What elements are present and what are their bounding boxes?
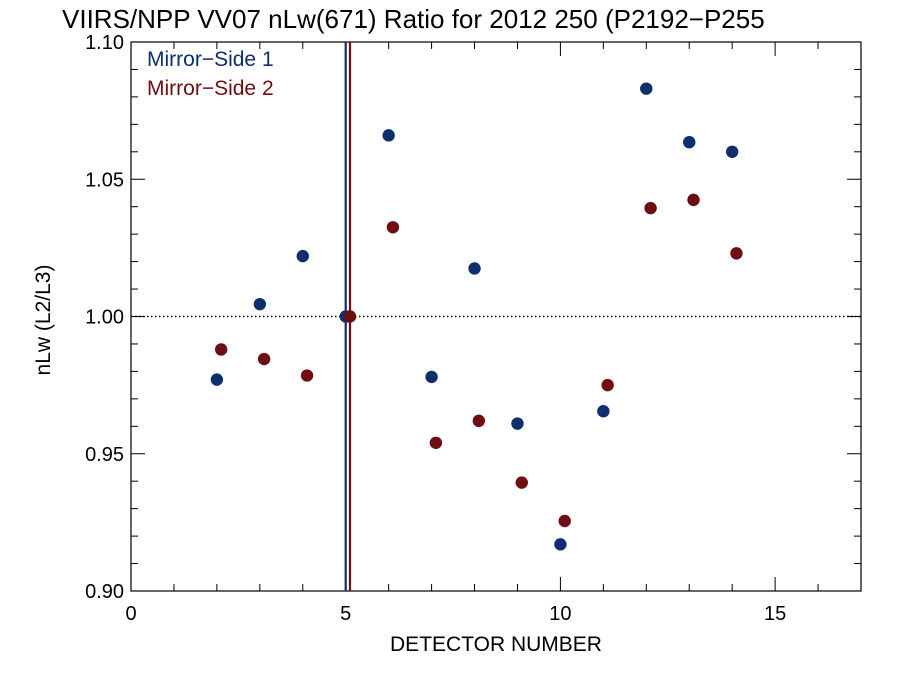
data-point-mirror-side-2 <box>730 247 743 260</box>
data-point-mirror-side-2 <box>472 414 486 428</box>
legend-entry-mirror-side-2: Mirror−Side 2 <box>147 77 274 100</box>
legend-entry-mirror-side-1: Mirror−Side 1 <box>147 48 274 71</box>
data-point-mirror-side-1 <box>725 145 739 158</box>
data-point-mirror-side-1 <box>210 373 224 386</box>
data-point-mirror-side-2 <box>300 369 314 382</box>
y-axis-label: nLw (L2/L3) <box>32 265 55 376</box>
data-point-mirror-side-1 <box>296 249 309 263</box>
data-point-mirror-side-1 <box>382 129 395 142</box>
x-tick-label: 0 <box>125 603 136 625</box>
data-point-mirror-side-2 <box>515 476 528 489</box>
x-tick-label: 15 <box>764 603 786 625</box>
data-point-mirror-side-1 <box>425 370 438 384</box>
data-point-mirror-side-2 <box>687 193 700 207</box>
data-point-mirror-side-2 <box>214 343 228 356</box>
data-point-mirror-side-2 <box>601 378 614 392</box>
y-tick-label: 0.90 <box>85 581 124 603</box>
data-point-mirror-side-1 <box>511 417 524 430</box>
x-tick-label: 10 <box>549 603 571 625</box>
legend: Mirror−Side 1 Mirror−Side 2 <box>147 48 274 100</box>
x-tick-label: 5 <box>340 603 351 625</box>
data-point-mirror-side-2 <box>343 310 357 323</box>
x-axis-label: DETECTOR NUMBER <box>390 633 602 656</box>
y-tick-label: 1.05 <box>85 169 124 191</box>
data-point-mirror-side-2 <box>429 436 443 449</box>
y-tick-label: 1.00 <box>85 307 124 329</box>
data-point-mirror-side-2 <box>644 201 657 215</box>
data-point-mirror-side-1 <box>253 297 267 311</box>
data-point-mirror-side-2 <box>257 352 271 366</box>
plot-axes: 0 5 10 15 0.90 0.95 1.00 1.05 1.10 <box>85 32 862 625</box>
chart-title: VIIRS/NPP VV07 nLw(671) Ratio for 2012 2… <box>62 4 765 34</box>
y-tick-label: 1.10 <box>85 32 124 54</box>
data-points-group <box>210 82 743 551</box>
data-point-mirror-side-2 <box>386 221 400 234</box>
data-point-mirror-side-1 <box>640 82 653 95</box>
data-point-mirror-side-1 <box>554 538 567 551</box>
data-point-mirror-side-1 <box>683 135 696 149</box>
data-point-mirror-side-1 <box>468 262 481 275</box>
data-point-mirror-side-1 <box>597 405 610 418</box>
y-tick-label: 0.95 <box>85 444 124 466</box>
data-point-mirror-side-2 <box>558 514 571 528</box>
